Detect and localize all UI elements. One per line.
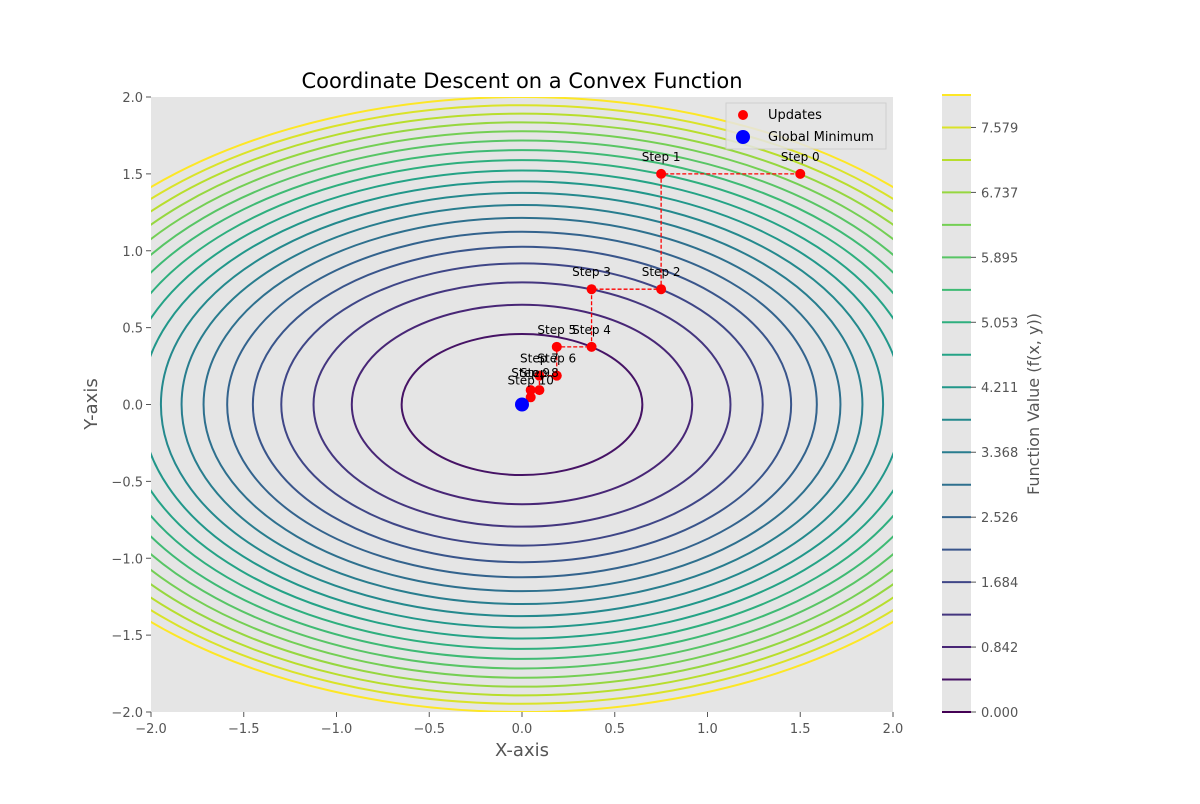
global-minimum-layer bbox=[515, 397, 529, 412]
step-label: Step 0 bbox=[781, 150, 820, 164]
contour-line bbox=[151, 169, 893, 640]
contour-line bbox=[159, 191, 885, 618]
step-label: Step 5 bbox=[537, 323, 576, 337]
update-point bbox=[534, 370, 545, 381]
contour-line bbox=[280, 262, 764, 547]
y-tick-label: 1.0 bbox=[122, 245, 143, 260]
colorbar-tick-label: 3.368 bbox=[981, 446, 1018, 461]
contour-line bbox=[151, 121, 893, 688]
colorbar-tick-label: 4.211 bbox=[981, 381, 1018, 396]
colorbar-tick-label: 0.842 bbox=[981, 641, 1018, 656]
global-minimum-point bbox=[515, 397, 529, 412]
x-tick-label: −0.5 bbox=[413, 722, 445, 737]
y-tick-label: 2.0 bbox=[122, 91, 143, 106]
update-point bbox=[586, 341, 597, 352]
update-point bbox=[534, 385, 545, 396]
step-label: Step 9 bbox=[511, 366, 550, 380]
step-label: Step 3 bbox=[572, 265, 611, 279]
x-tick-label: 1.0 bbox=[697, 722, 718, 737]
update-point bbox=[551, 370, 562, 381]
legend-updates-label: Updates bbox=[768, 108, 822, 123]
step-label: Step 2 bbox=[642, 265, 681, 279]
legend-minimum-marker bbox=[736, 130, 750, 144]
contour-line bbox=[151, 139, 893, 670]
update-points bbox=[525, 168, 806, 403]
y-axis-ticks: −2.0 −1.5 −1.0 −0.5 0.0 0.5 1.0 1.5 2.0 bbox=[111, 91, 151, 721]
contour-line bbox=[151, 130, 893, 679]
x-axis-ticks: −2.0 −1.5 −1.0 −0.5 0.0 0.5 1.0 1.5 2.0 bbox=[135, 712, 903, 737]
update-point bbox=[586, 284, 597, 295]
colorbar-tick-label: 0.000 bbox=[981, 706, 1018, 721]
colorbar-tick-label: 6.737 bbox=[981, 186, 1018, 201]
update-point bbox=[795, 168, 806, 179]
y-tick-label: −1.0 bbox=[111, 552, 143, 567]
step-label: Step 1 bbox=[642, 150, 681, 164]
step-label: Step 8 bbox=[520, 366, 559, 380]
colorbar-tick-label: 2.526 bbox=[981, 511, 1018, 526]
legend-box bbox=[725, 102, 887, 150]
y-tick-label: −0.5 bbox=[111, 475, 143, 490]
x-tick-label: −1.5 bbox=[228, 722, 260, 737]
y-tick-label: −1.5 bbox=[111, 629, 143, 644]
colorbar-background bbox=[942, 95, 971, 712]
y-axis-label: Y-axis bbox=[81, 378, 102, 430]
colorbar-tick-label: 5.895 bbox=[981, 251, 1018, 266]
contour-line bbox=[350, 303, 694, 506]
step-label: Step 7 bbox=[520, 352, 559, 366]
contour-lines bbox=[151, 97, 893, 712]
colorbar-ticks: 0.000 0.842 1.684 2.526 3.368 4.211 5.053 5.895… bbox=[971, 121, 1018, 721]
colorbar-label: Function Value (f(x, y)) bbox=[1024, 313, 1043, 495]
legend: Updates Global Minimum bbox=[725, 102, 887, 150]
contour-line bbox=[180, 203, 864, 606]
colorbar-lines bbox=[942, 94, 971, 713]
contour-line bbox=[151, 180, 893, 629]
update-point bbox=[656, 284, 667, 295]
x-tick-label: −2.0 bbox=[135, 722, 167, 737]
chart-title: Coordinate Descent on a Convex Function bbox=[301, 69, 742, 93]
colorbar-tick-label: 7.579 bbox=[981, 121, 1018, 136]
x-tick-label: −1.0 bbox=[321, 722, 353, 737]
update-point bbox=[525, 385, 536, 396]
x-tick-label: 0.5 bbox=[604, 722, 625, 737]
x-tick-label: 1.5 bbox=[790, 722, 811, 737]
y-tick-label: −2.0 bbox=[111, 706, 143, 721]
update-point bbox=[525, 392, 536, 403]
y-tick-label: 0.5 bbox=[122, 322, 143, 337]
contour-line bbox=[226, 230, 818, 579]
y-tick-label: 0.0 bbox=[122, 399, 143, 414]
contour-line bbox=[251, 245, 793, 564]
contour-line bbox=[400, 332, 644, 477]
step-label: Step 10 bbox=[507, 373, 553, 387]
step-label: Step 4 bbox=[572, 323, 611, 337]
step-label: Step 6 bbox=[537, 352, 576, 366]
x-tick-label: 2.0 bbox=[883, 722, 904, 737]
update-point bbox=[656, 168, 667, 179]
contour-line bbox=[151, 104, 893, 705]
contour-line bbox=[312, 281, 732, 528]
contour-line bbox=[151, 112, 893, 697]
x-tick-label: 0.0 bbox=[512, 722, 533, 737]
contour-line bbox=[151, 149, 893, 660]
colorbar-tick-label: 1.684 bbox=[981, 576, 1018, 591]
x-axis-label: X-axis bbox=[495, 740, 549, 761]
legend-minimum-label: Global Minimum bbox=[768, 130, 874, 145]
legend-updates-marker bbox=[738, 110, 748, 120]
colorbar-tick-label: 5.053 bbox=[981, 316, 1018, 331]
y-tick-label: 1.5 bbox=[122, 168, 143, 183]
contour-line bbox=[151, 159, 893, 650]
update-point bbox=[551, 341, 562, 352]
contour-line bbox=[202, 216, 842, 593]
